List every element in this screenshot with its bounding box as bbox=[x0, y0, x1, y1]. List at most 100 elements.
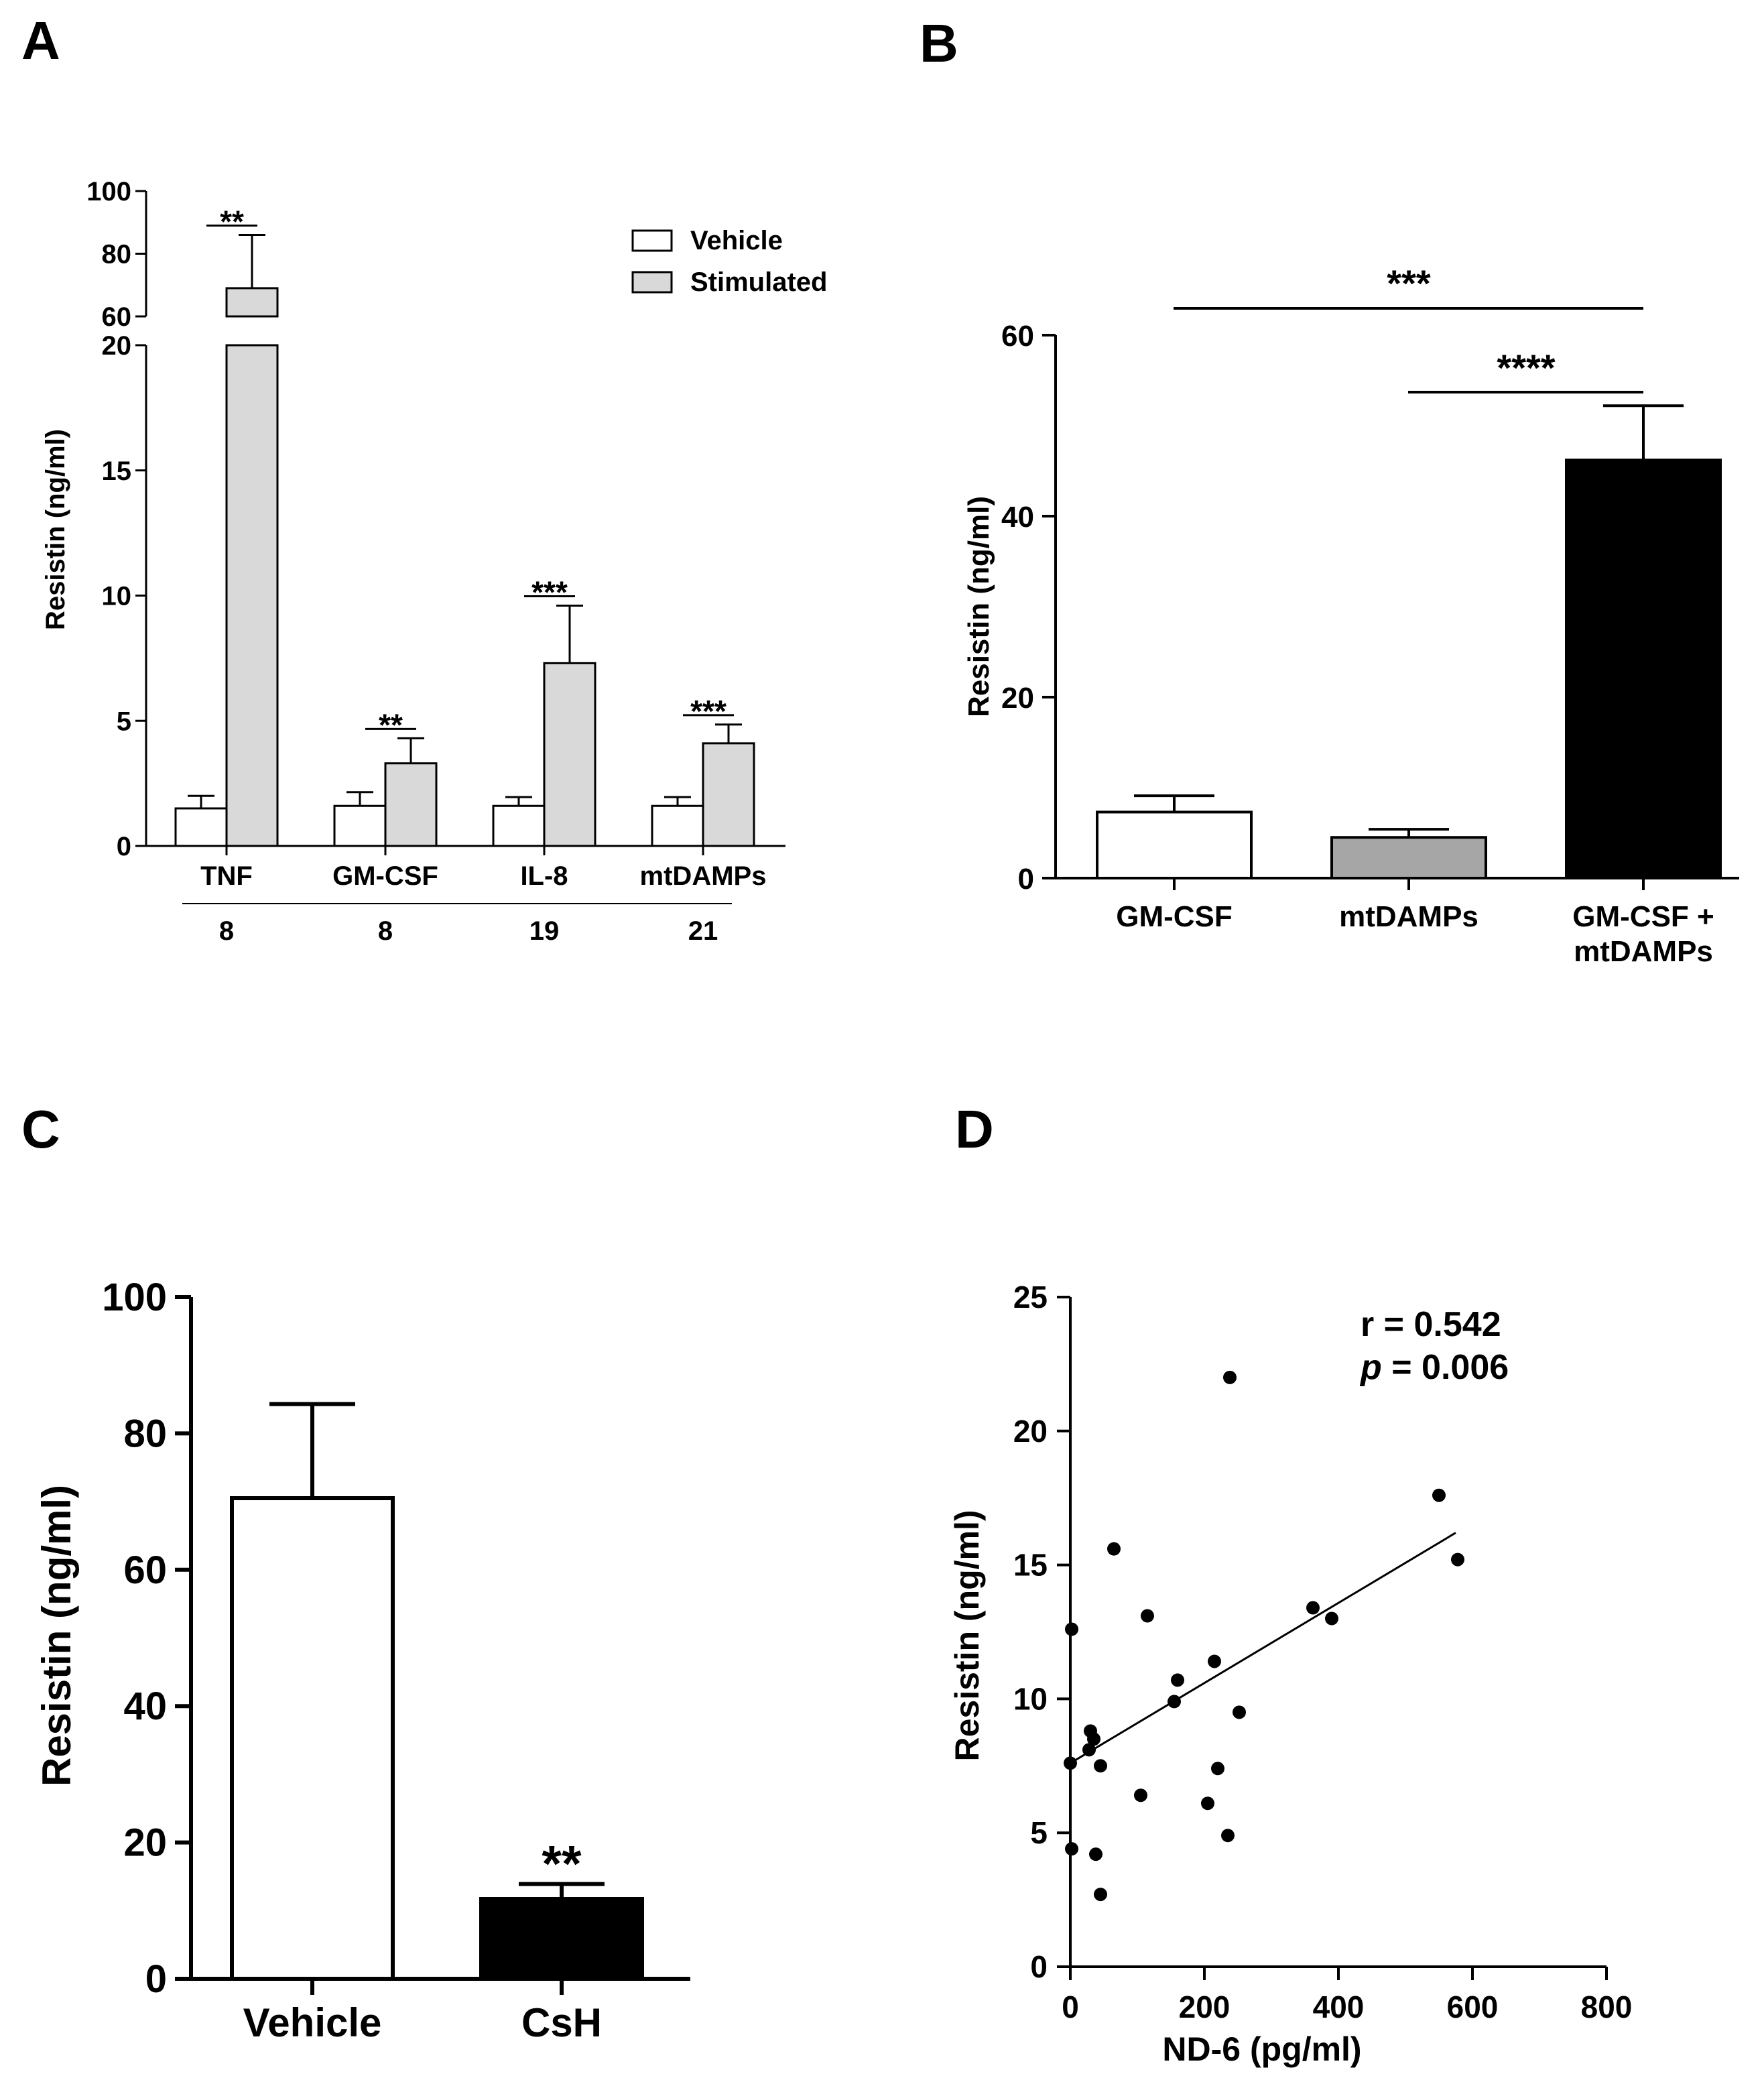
panel-c-category-label: Vehicle bbox=[243, 2000, 382, 2045]
panel-a-category-label: mtDAMPs bbox=[640, 861, 767, 891]
panel-d-chart: 0 5 10 15 20 25 0 200 400 600 800 ND-6 (pg/ml) Resis… bbox=[948, 1280, 1632, 2068]
panel-a-ytick-label: 5 bbox=[117, 707, 131, 736]
panel-c-ytick-label: 40 bbox=[123, 1685, 167, 1728]
panel-a-bar-stimulated-upper bbox=[225, 287, 279, 318]
panel-a-bar-stimulated-lower bbox=[225, 344, 279, 847]
panel-d-data-point bbox=[1134, 1788, 1147, 1802]
panel-d-data-point bbox=[1089, 1847, 1102, 1861]
panel-a-ytick-label: 15 bbox=[102, 456, 132, 486]
panel-a-significance-label: ** bbox=[220, 204, 244, 239]
panel-d-data-point bbox=[1171, 1673, 1184, 1687]
panel-c-category-label: CsH bbox=[521, 2000, 602, 2045]
panel-d-xtick-label: 200 bbox=[1179, 1990, 1231, 2024]
panel-a-ytick-label: 0 bbox=[117, 832, 131, 861]
panel-d-data-point bbox=[1064, 1756, 1077, 1770]
panel-a-ytick-label: 80 bbox=[102, 240, 132, 269]
panel-d-data-point bbox=[1223, 1370, 1237, 1384]
panel-b-comparison-label: **** bbox=[1497, 347, 1555, 389]
panel-label-d: D bbox=[955, 1099, 994, 1159]
panel-label-c: C bbox=[21, 1099, 60, 1159]
panel-d-ytick-label: 5 bbox=[1030, 1815, 1048, 1850]
panel-a-ytick-label: 60 bbox=[102, 302, 132, 332]
panel-a-axis-break-gap bbox=[225, 318, 279, 344]
panel-d-ytick-label: 15 bbox=[1013, 1548, 1048, 1583]
panel-c-ytick-label: 20 bbox=[123, 1821, 167, 1865]
panel-a-legend-label: Stimulated bbox=[690, 267, 827, 297]
panel-a-bar-stimulated bbox=[543, 662, 596, 847]
panel-a-significance-label: ** bbox=[379, 707, 403, 742]
panel-a-category-label: GM-CSF bbox=[332, 861, 438, 891]
panel-d-data-point bbox=[1094, 1759, 1107, 1773]
panel-c-chart: 0 20 40 60 80 100 Resistin (ng/ml) Vehicle CsH ** bbox=[34, 1276, 690, 2045]
panel-c-bar bbox=[230, 1496, 395, 1981]
panel-a-legend-swatch bbox=[631, 271, 673, 294]
panel-d-data-point bbox=[1432, 1488, 1446, 1502]
panel-d-data-point bbox=[1306, 1601, 1320, 1615]
panel-d-data-point bbox=[1087, 1732, 1100, 1746]
panel-c-ytick-label: 100 bbox=[102, 1276, 167, 1319]
panel-d-ytick-label: 0 bbox=[1030, 1949, 1048, 1984]
panel-d-data-point bbox=[1141, 1609, 1154, 1623]
panel-d-p-symbol: p bbox=[1359, 1348, 1382, 1387]
panel-b-ytick-label: 20 bbox=[1001, 682, 1034, 715]
panel-c-ytick-label: 0 bbox=[145, 1957, 167, 2001]
panel-a-bar-vehicle bbox=[651, 804, 704, 847]
panel-d-data-point bbox=[1325, 1611, 1338, 1626]
panel-a-bar-vehicle bbox=[492, 804, 546, 847]
panel-d-data-point bbox=[1065, 1842, 1078, 1856]
panel-d-p-value-number: = 0.006 bbox=[1382, 1348, 1509, 1387]
panel-a-significance-label: *** bbox=[690, 694, 727, 729]
panel-a-legend-label: Vehicle bbox=[690, 226, 783, 255]
panel-a-bar-vehicle bbox=[333, 804, 387, 847]
panel-a-category-label: IL-8 bbox=[520, 861, 568, 891]
panel-d-data-point bbox=[1082, 1743, 1096, 1757]
panel-a-n-label: 19 bbox=[529, 916, 560, 946]
panel-a-significance-label: *** bbox=[531, 574, 568, 609]
panel-d-ytick-label: 10 bbox=[1013, 1681, 1048, 1716]
panel-a-category-label: TNF bbox=[200, 861, 253, 891]
panel-b-bar bbox=[1565, 459, 1722, 879]
panel-d-data-point bbox=[1451, 1552, 1464, 1567]
panel-b-y-axis-label: Resistin (ng/ml) bbox=[962, 496, 995, 717]
panel-d-data-point bbox=[1201, 1796, 1214, 1811]
panel-b-category-label: mtDAMPs bbox=[1339, 900, 1478, 933]
panel-label-b: B bbox=[920, 13, 958, 73]
panel-d-p-value: p = 0.006 bbox=[1359, 1348, 1509, 1387]
panel-d-fit-line bbox=[1070, 1532, 1456, 1764]
panel-d-xtick-label: 400 bbox=[1313, 1990, 1365, 2024]
panel-a-n-label: 8 bbox=[219, 916, 234, 946]
panel-d-data-point bbox=[1094, 1888, 1107, 1902]
panel-d-ytick-label: 20 bbox=[1013, 1414, 1048, 1449]
panel-d-data-point bbox=[1221, 1829, 1235, 1843]
panel-c-bar bbox=[479, 1897, 644, 1981]
panel-c-ytick-label: 60 bbox=[123, 1548, 167, 1592]
panel-d-xtick-label: 800 bbox=[1581, 1990, 1633, 2024]
panel-a-ytick-label: 10 bbox=[102, 582, 132, 611]
panel-d-data-point bbox=[1208, 1654, 1221, 1668]
panel-b-category-label: GM-CSF bbox=[1116, 900, 1233, 933]
panel-d-x-axis-label: ND-6 (pg/ml) bbox=[1162, 2030, 1361, 2068]
panel-a-ytick-label: 100 bbox=[86, 177, 131, 206]
panel-a-y-axis-label: Resistin (ng/ml) bbox=[41, 429, 70, 630]
panel-c-significance-label: ** bbox=[542, 1836, 582, 1893]
panel-label-a: A bbox=[21, 11, 60, 70]
panel-d-xtick-label: 600 bbox=[1447, 1990, 1499, 2024]
panel-b-comparison-label: *** bbox=[1387, 262, 1431, 304]
panel-d-ytick-label: 25 bbox=[1013, 1280, 1048, 1315]
panel-d-y-axis-label: Resistin (ng/ml) bbox=[948, 1510, 986, 1761]
panel-d-data-point bbox=[1211, 1762, 1224, 1776]
panel-a-n-label: 21 bbox=[688, 916, 718, 946]
panel-b-ytick-label: 40 bbox=[1001, 501, 1034, 534]
panel-d-data-point bbox=[1233, 1705, 1246, 1719]
panel-b-category-label: mtDAMPs bbox=[1574, 935, 1713, 968]
panel-d-r-value: r = 0.542 bbox=[1361, 1305, 1501, 1344]
panel-b-bar bbox=[1330, 836, 1487, 879]
panel-d-data-point bbox=[1168, 1695, 1181, 1709]
panel-d-data-point bbox=[1065, 1622, 1078, 1636]
panel-a-ytick-label: 20 bbox=[102, 331, 132, 361]
panel-a-legend-swatch bbox=[631, 229, 673, 252]
panel-d-data-point bbox=[1107, 1542, 1121, 1556]
